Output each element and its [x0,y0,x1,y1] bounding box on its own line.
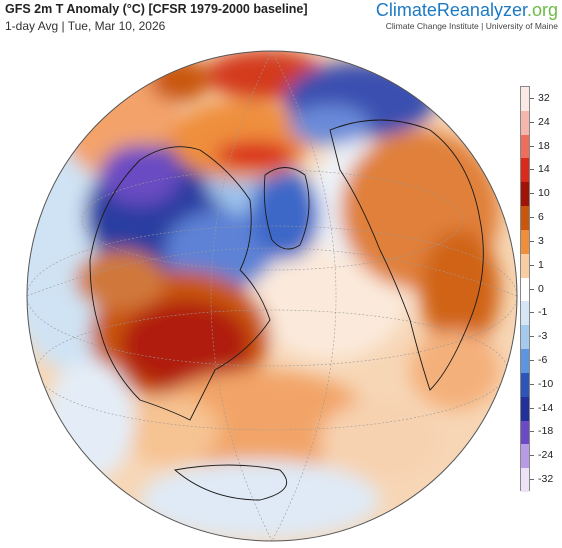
brand-name-part3: .org [526,0,558,20]
colorbar-tick [530,383,534,385]
colorbar-label: -3 [538,330,548,343]
colorbar-label: -1 [538,306,548,319]
colorbar-tick [530,288,534,290]
colorbar-tick [530,240,534,242]
colorbar-label: 10 [538,187,550,200]
colorbar-segment [521,158,529,183]
colorbar-segment [521,87,529,112]
colorbar-tick [530,312,534,314]
colorbar-label: -10 [538,377,554,390]
colorbar-tick [530,145,534,147]
colorbar-segment [521,229,529,255]
colorbar-tick [530,121,534,123]
colorbar-tick [530,217,534,219]
greenland-region [250,170,320,260]
brand-logo[interactable]: ClimateReanalyzer.org Climate Change Ins… [376,0,558,31]
colorbar-label: -24 [538,449,554,462]
colorbar-segment [521,301,529,326]
colorbar-label: -6 [538,353,548,366]
colorbar-tick [530,169,534,171]
brand-subtitle: Climate Change Institute | University of… [385,21,558,31]
colorbar-label: 24 [538,115,550,128]
colorbar-label: 14 [538,163,550,176]
map-title: GFS 2m T Anomaly (°C) [CFSR 1979-2000 ba… [5,2,308,16]
colorbar-segment [521,396,529,422]
colorbar-label: -14 [538,401,554,414]
colorbar-segment [521,182,529,207]
colorbar-segment [521,134,529,159]
colorbar-segment [521,110,529,136]
colorbar-label: -18 [538,425,554,438]
colorbar-label: 32 [538,91,550,104]
brand-name-part1: Climate [375,0,437,20]
colorbar-segment [521,468,529,493]
coastlines [89,119,484,501]
colorbar [520,86,530,493]
colorbar-tick [530,479,534,481]
map-subtitle: 1-day Avg | Tue, Mar 10, 2026 [5,19,166,33]
colorbar-label: 0 [538,282,544,295]
colorbar-segment [521,349,529,374]
brand-name: ClimateReanalyzer.org [376,0,558,20]
colorbar-segment [521,372,529,398]
colorbar-tick [530,455,534,457]
globe-outline [26,50,518,542]
colorbar-segment [521,277,529,302]
colorbar-label: 3 [538,234,544,247]
colorbar-segment [521,444,529,469]
colorbar-segment [521,253,529,279]
colorbar-label: 1 [538,258,544,271]
colorbar-label: 18 [538,139,550,152]
colorbar-segment [521,325,529,350]
colorbar-label: 6 [538,211,544,224]
colorbar-segment [521,206,529,231]
colorbar-segment [521,420,529,445]
colorbar-tick [530,336,534,338]
colorbar-tick [530,431,534,433]
colorbar-tick [530,193,534,195]
brand-name-part2: Reanalyzer [436,0,527,20]
colorbar-label: -32 [538,473,554,486]
colorbar-tick [530,359,534,361]
colorbar-tick [530,97,534,99]
colorbar-tick [530,407,534,409]
colorbar-tick [530,264,534,266]
